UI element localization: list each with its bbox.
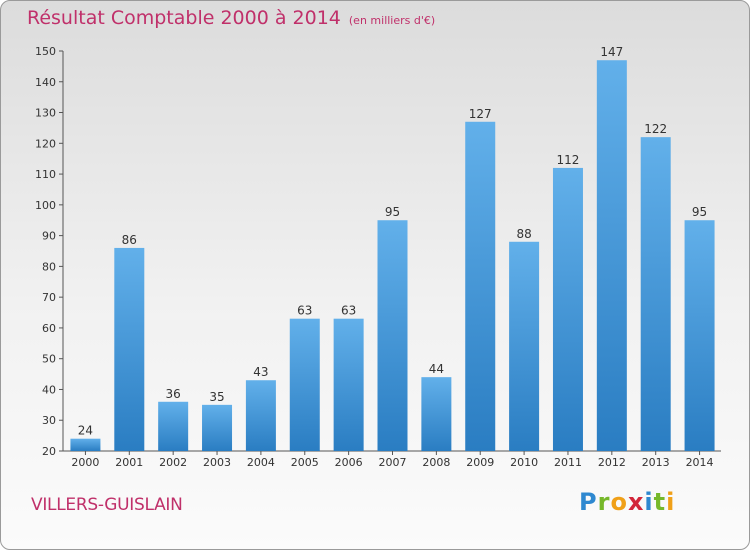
x-tick-label-2006: 2006 <box>335 456 363 469</box>
data-label-2002: 36 <box>166 387 181 401</box>
x-tick-label-2013: 2013 <box>642 456 670 469</box>
data-label-2008: 44 <box>429 362 444 376</box>
data-label-2014: 95 <box>692 205 707 219</box>
chart-title: Résultat Comptable 2000 à 2014 (en millie… <box>27 7 435 29</box>
x-tick-label-2000: 2000 <box>71 456 99 469</box>
data-label-2003: 35 <box>209 390 224 404</box>
y-tick-label: 120 <box>35 137 56 150</box>
data-label-2011: 112 <box>557 153 580 167</box>
data-label-2010: 88 <box>516 227 531 241</box>
bar-2010 <box>509 241 540 451</box>
x-tick-label-2001: 2001 <box>115 456 143 469</box>
data-label-2000: 24 <box>78 424 93 438</box>
data-label-2012: 147 <box>600 45 623 59</box>
x-tick-label-2005: 2005 <box>291 456 319 469</box>
x-tick-label-2011: 2011 <box>554 456 582 469</box>
y-tick-label: 70 <box>42 291 56 304</box>
data-label-2013: 122 <box>644 122 667 136</box>
data-label-2009: 127 <box>469 107 492 121</box>
bar-2000 <box>70 438 101 451</box>
bar-2012 <box>596 60 627 451</box>
data-label-2004: 43 <box>253 365 268 379</box>
y-tick-label: 30 <box>42 414 56 427</box>
y-tick-label: 80 <box>42 260 56 273</box>
data-label-2007: 95 <box>385 205 400 219</box>
bar-2005 <box>289 318 320 451</box>
bar-2006 <box>333 318 364 451</box>
bar-2011 <box>552 167 583 451</box>
bar-2013 <box>640 137 671 451</box>
data-label-2006: 63 <box>341 304 356 318</box>
x-tick-label-2010: 2010 <box>510 456 538 469</box>
x-tick-label-2002: 2002 <box>159 456 187 469</box>
y-tick-label: 90 <box>42 230 56 243</box>
bar-2008 <box>421 377 452 451</box>
y-tick-label: 130 <box>35 107 56 120</box>
y-tick-label: 110 <box>35 168 56 181</box>
bar-2007 <box>377 220 408 451</box>
chart-title-text: Résultat Comptable 2000 à 2014 <box>27 7 341 29</box>
x-tick-label-2004: 2004 <box>247 456 275 469</box>
x-tick-label-2009: 2009 <box>466 456 494 469</box>
x-axis: 2000 2001 2002 2003 2004 2005 2006 2007 2008 2009… <box>63 450 721 469</box>
y-tick-label: 150 <box>35 45 56 58</box>
x-tick-label-2014: 2014 <box>686 456 714 469</box>
y-tick-label: 140 <box>35 76 56 89</box>
x-tick-label-2008: 2008 <box>422 456 450 469</box>
bar-2009 <box>465 121 496 452</box>
bar-2003 <box>202 404 233 451</box>
chart-unit-note: (en milliers d'€) <box>348 14 436 27</box>
y-axis: 20 30 40 50 60 70 80 90 100 110 120 130 140 150 <box>35 45 64 458</box>
bar-2004 <box>245 380 276 451</box>
bar-2001 <box>114 247 145 451</box>
proxiti-logo: Proxiti <box>579 488 676 516</box>
bar-2002 <box>158 401 189 451</box>
y-tick-label: 40 <box>42 383 56 396</box>
x-tick-label-2003: 2003 <box>203 456 231 469</box>
y-tick-label: 60 <box>42 322 56 335</box>
data-label-2005: 63 <box>297 304 312 318</box>
y-tick-label: 50 <box>42 353 56 366</box>
city-name: VILLERS-GUISLAIN <box>31 495 183 515</box>
y-tick-label: 100 <box>35 199 56 212</box>
bars: 24 86 36 35 43 63 63 95 44 127 88 112 147 122 95 <box>70 45 715 452</box>
y-tick-label: 20 <box>42 445 56 458</box>
bar-2014 <box>684 220 715 451</box>
data-label-2001: 86 <box>122 233 137 247</box>
x-tick-label-2012: 2012 <box>598 456 626 469</box>
x-tick-label-2007: 2007 <box>379 456 407 469</box>
